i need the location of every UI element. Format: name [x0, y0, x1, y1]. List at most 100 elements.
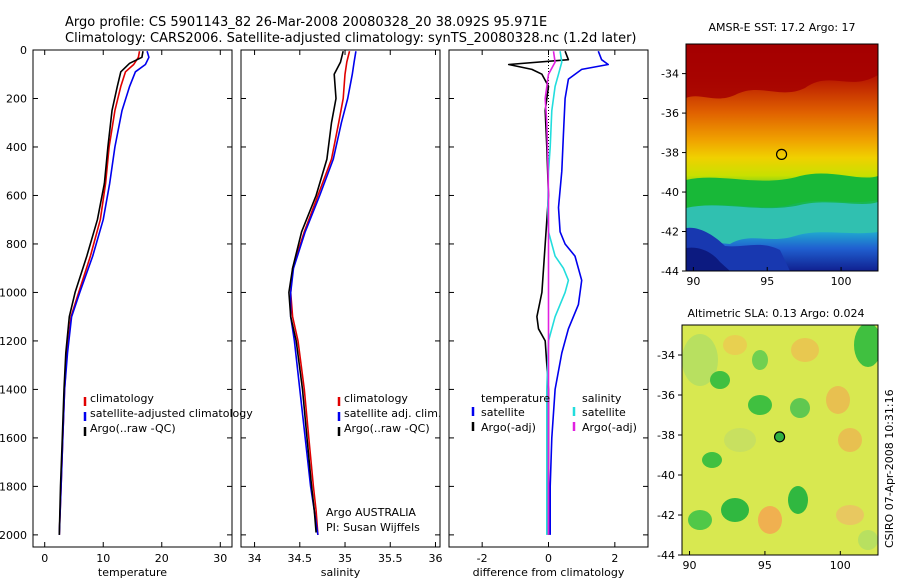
map-y-tick-label: -38 — [657, 429, 675, 442]
map-y-tick-label: -36 — [657, 389, 675, 402]
x-axis-label: temperature — [98, 566, 167, 579]
x-tick-label: 36 — [428, 552, 442, 565]
legend-label-argo: Argo(..raw -QC) — [344, 422, 430, 435]
x-axis-label: salinity — [321, 566, 361, 579]
sst-warm-region — [686, 44, 878, 99]
map-x-tick-label: 90 — [683, 559, 697, 572]
sla-patch — [838, 428, 862, 452]
y-tick-label: 2000 — [0, 529, 27, 542]
sla-map-axes: 90 95 100 -34 -36 -38 -40 -42 -44 — [657, 349, 851, 572]
sst-map-field — [686, 44, 878, 271]
series-line-satellite-adj-clim — [289, 51, 357, 536]
map-x-tick-label: 95 — [760, 275, 774, 288]
x-tick-label: 20 — [155, 552, 169, 565]
legend-label-satellite-adjusted: satellite-adjusted climatology — [90, 407, 253, 420]
series-line-temperature-argo-adj — [507, 50, 570, 535]
map-x-tick-label: 95 — [758, 559, 772, 572]
figure-title-line-2: Climatology: CARS2006. Satellite-adjuste… — [65, 31, 637, 46]
y-tick-label: 800 — [6, 238, 27, 251]
x-tick-label: 35.5 — [378, 552, 403, 565]
map-x-tick-label: 100 — [830, 559, 851, 572]
map-x-tick-label: 90 — [686, 275, 700, 288]
series-line-argo-raw-qc — [58, 51, 144, 535]
argo-australia-annotation: Argo AUSTRALIA — [326, 506, 416, 519]
sla-patch — [854, 325, 878, 367]
legend-header-salinity: salinity — [582, 392, 622, 405]
series-line-argo-raw-qc — [288, 51, 344, 533]
sla-patch — [724, 428, 756, 452]
sla-map-frame — [681, 324, 879, 556]
y-tick-label: 1600 — [0, 432, 27, 445]
y-tick-label: 1400 — [0, 383, 27, 396]
legend-label-temp-argo: Argo(-adj) — [481, 421, 536, 434]
x-tick-label: -2 — [477, 552, 488, 565]
sla-argo-marker — [773, 431, 786, 443]
series-line-temperature-satellite — [549, 50, 610, 535]
sla-patch — [826, 386, 850, 414]
y-tick-label: 1200 — [0, 335, 27, 348]
map-y-tick-label: -42 — [661, 226, 679, 239]
salinity-legend: climatology satellite adj. clim. Argo(..… — [337, 392, 441, 436]
x-tick-label: 0 — [41, 552, 48, 565]
sla-patch — [836, 505, 864, 525]
x-tick-label: 0 — [545, 552, 552, 565]
map-y-tick-label: -44 — [657, 549, 675, 562]
y-tick-label: 400 — [6, 141, 27, 154]
sst-map-axes: 90 95 100 -34 -36 -38 -40 -42 -44 — [661, 68, 852, 288]
series-line-satellite-adjusted-climatology — [58, 50, 150, 535]
map-y-tick-label: -40 — [657, 469, 675, 482]
sla-patch — [791, 338, 819, 362]
y-tick-label: 0 — [20, 44, 27, 57]
legend-label-sal-argo: Argo(-adj) — [582, 421, 637, 434]
x-tick-label: 30 — [213, 552, 227, 565]
sla-patch — [748, 395, 772, 415]
sla-patch — [788, 486, 808, 514]
temperature-legend: climatology satellite-adjusted climatolo… — [83, 392, 253, 436]
temperature-profile-panel: 0 10 20 30 0 200 400 600 800 1000 1200 1400 1600 1800… — [0, 44, 233, 579]
csiro-timestamp: CSIRO 07-Apr-2008 10:31:16 — [883, 389, 896, 548]
x-tick-label: 35 — [338, 552, 352, 565]
map-y-tick-label: -44 — [661, 265, 679, 278]
map-x-tick-label: 100 — [831, 275, 852, 288]
sst-green-band — [686, 173, 878, 208]
x-tick-label: 34.5 — [288, 552, 313, 565]
sla-patch — [682, 334, 718, 386]
legend-label-climatology: climatology — [344, 392, 408, 405]
pi-annotation: PI: Susan Wijffels — [326, 521, 420, 534]
sla-patch — [702, 452, 722, 468]
x-tick-label: 10 — [96, 552, 110, 565]
sla-patch — [858, 530, 878, 550]
sla-patch — [790, 398, 810, 418]
legend-header-temperature: temperature — [481, 392, 550, 405]
salinity-profile-panel: 34 34.5 35 35.5 36 salinity — [240, 49, 442, 579]
x-axis-label: difference from climatology — [473, 566, 625, 579]
temperature-axes-frame — [32, 49, 233, 548]
sst-coldest-region — [686, 247, 730, 271]
sla-map-title: Altimetric SLA: 0.13 Argo: 0.024 — [687, 307, 864, 320]
sst-argo-marker — [775, 148, 788, 160]
legend-label-climatology: climatology — [90, 392, 154, 405]
sla-patch — [752, 350, 768, 370]
x-tick-label: 34 — [248, 552, 262, 565]
map-y-tick-label: -34 — [657, 349, 675, 362]
series-line-climatology — [58, 51, 141, 535]
map-y-tick-label: -34 — [661, 68, 679, 81]
sst-map-title: AMSR-E SST: 17.2 Argo: 17 — [708, 21, 855, 34]
y-tick-label: 200 — [6, 92, 27, 105]
sla-patch — [723, 335, 747, 355]
x-tick-label: 2 — [611, 552, 618, 565]
map-y-tick-label: -38 — [661, 147, 679, 160]
map-y-tick-label: -40 — [661, 186, 679, 199]
sla-patch — [688, 510, 712, 530]
legend-label-sal-satellite: satellite — [582, 406, 626, 419]
difference-legend: temperature salinity satellite Argo(-adj… — [471, 392, 637, 434]
legend-label-temp-satellite: satellite — [481, 406, 525, 419]
y-tick-label: 1000 — [0, 286, 27, 299]
map-y-tick-label: -42 — [657, 509, 675, 522]
sst-map-frame — [685, 43, 879, 272]
map-y-tick-label: -36 — [661, 107, 679, 120]
salinity-axes-frame — [240, 49, 441, 548]
sst-cyan-band — [686, 202, 878, 244]
